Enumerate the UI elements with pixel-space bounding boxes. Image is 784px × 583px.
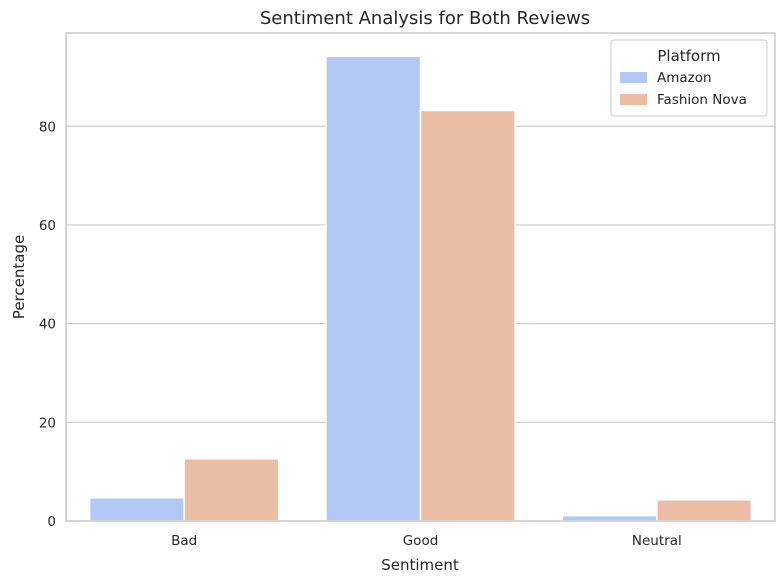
chart-title: Sentiment Analysis for Both Reviews bbox=[260, 8, 590, 29]
bar-amazon-bad bbox=[88, 497, 185, 522]
x-tick-label: Good bbox=[403, 533, 439, 549]
legend-swatch bbox=[620, 72, 647, 83]
bar-fashion-nova-good bbox=[419, 109, 516, 522]
legend-entry: Amazon bbox=[657, 70, 712, 86]
legend-swatch bbox=[620, 94, 647, 105]
bar-amazon-neutral bbox=[561, 514, 658, 522]
legend-title: Platform bbox=[657, 47, 720, 65]
x-tick-label: Neutral bbox=[632, 533, 682, 549]
x-tick-label: Bad bbox=[171, 533, 197, 549]
y-tick-label: 40 bbox=[39, 317, 56, 333]
legend-entry: Fashion Nova bbox=[657, 92, 747, 108]
legend: Platform Amazon Fashion Nova bbox=[610, 39, 768, 117]
x-axis-label: Sentiment bbox=[381, 556, 459, 574]
bar-fashion-nova-neutral bbox=[656, 499, 753, 522]
y-tick-label: 0 bbox=[47, 514, 56, 530]
y-tick-labels: 0 20 40 60 80 bbox=[39, 119, 56, 530]
y-tick-label: 80 bbox=[39, 119, 56, 135]
bars bbox=[88, 55, 753, 522]
bar-fashion-nova-bad bbox=[183, 458, 280, 522]
y-axis-label: Percentage bbox=[10, 235, 28, 319]
plot-frame bbox=[65, 32, 776, 522]
y-tick-label: 60 bbox=[39, 218, 56, 234]
bar-amazon-good bbox=[325, 55, 422, 522]
y-tick-label: 20 bbox=[39, 415, 56, 431]
legend-box bbox=[610, 39, 768, 117]
x-tick-labels: Bad Good Neutral bbox=[171, 533, 682, 549]
